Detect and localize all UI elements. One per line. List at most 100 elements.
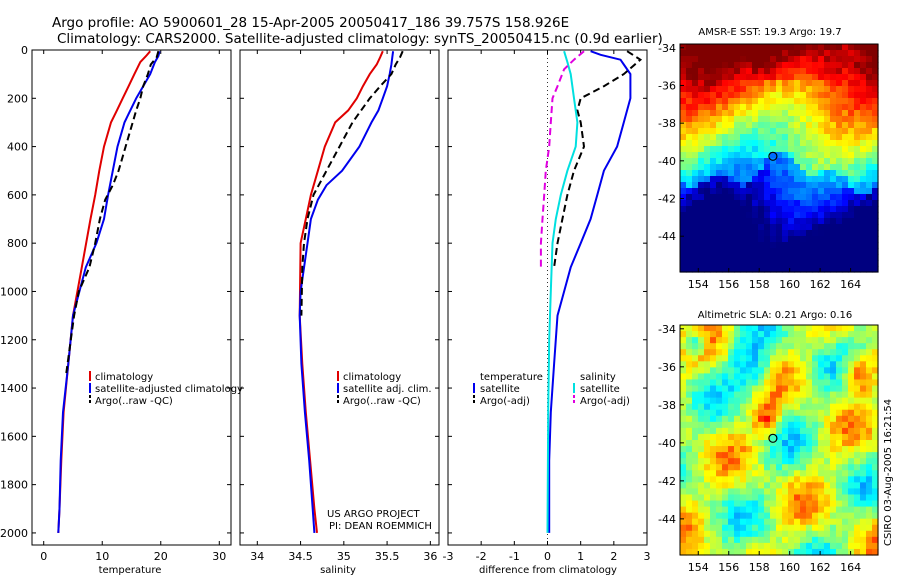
heatmap-cell <box>818 325 825 332</box>
heatmap-cell <box>830 74 837 81</box>
heatmap-cell <box>764 367 771 375</box>
heatmap-cell <box>788 385 795 393</box>
heatmap-cell <box>842 518 849 526</box>
heatmap-cell <box>800 379 807 387</box>
heatmap-cell <box>728 542 735 550</box>
heatmap-cell <box>680 200 687 207</box>
heatmap-cell <box>782 248 789 255</box>
heatmap-cell <box>692 433 699 441</box>
heatmap-cell <box>698 391 705 399</box>
heatmap-cell <box>872 500 879 508</box>
heatmap-cell <box>836 200 843 207</box>
heatmap-cell <box>764 230 771 237</box>
heatmap-cell <box>722 452 729 459</box>
heatmap-cell <box>740 355 747 362</box>
heatmap-cell <box>800 266 807 273</box>
heatmap-cell <box>866 337 873 344</box>
heatmap-cell <box>758 116 765 123</box>
heatmap-cell <box>830 86 837 93</box>
heatmap-cell <box>824 337 831 344</box>
heatmap-cell <box>728 110 735 117</box>
heatmap-cell <box>836 260 843 267</box>
heatmap-cell <box>704 440 711 447</box>
heatmap-cell <box>746 122 753 129</box>
heatmap-cell <box>848 500 855 508</box>
heatmap-cell <box>740 116 747 123</box>
heatmap-cell <box>812 254 819 261</box>
heatmap-cell <box>806 80 813 87</box>
heatmap-cell <box>842 50 849 57</box>
heatmap-cell <box>866 140 873 147</box>
heatmap-cell <box>860 373 867 381</box>
heatmap-cell <box>716 391 723 399</box>
heatmap-cell <box>860 433 867 441</box>
heatmap-cell <box>872 355 879 362</box>
heatmap-cell <box>698 355 705 362</box>
heatmap-cell <box>854 482 861 490</box>
heatmap-cell <box>794 194 801 201</box>
heatmap-cell <box>704 325 711 332</box>
heatmap-cell <box>746 458 753 465</box>
heatmap-cell <box>680 331 687 338</box>
heatmap-cell <box>788 122 795 129</box>
heatmap-cell <box>698 164 705 171</box>
heatmap-cell <box>866 152 873 159</box>
heatmap-cell <box>734 337 741 344</box>
heatmap-cell <box>740 218 747 225</box>
heatmap-cell <box>860 421 867 429</box>
heatmap-cell <box>758 188 765 195</box>
heatmap-cell <box>836 92 843 99</box>
heatmap-cell <box>746 68 753 75</box>
heatmap-cell <box>830 470 837 477</box>
heatmap-cell <box>800 98 807 105</box>
heatmap-cell <box>758 74 765 81</box>
heatmap-cell <box>800 331 807 338</box>
heatmap-cell <box>740 433 747 441</box>
heatmap-cell <box>782 482 789 490</box>
heatmap-cell <box>734 530 741 538</box>
heatmap-cell <box>704 512 711 520</box>
heatmap-cell <box>806 254 813 261</box>
heatmap-cell <box>860 56 867 63</box>
heatmap-cell <box>704 98 711 105</box>
heatmap-cell <box>782 206 789 213</box>
heatmap-cell <box>764 337 771 344</box>
heatmap-cell <box>812 476 819 483</box>
heatmap-cell <box>860 68 867 75</box>
heatmap-cell <box>692 80 699 87</box>
heatmap-cell <box>866 242 873 249</box>
heatmap-cell <box>794 248 801 255</box>
heatmap-cell <box>872 482 879 490</box>
heatmap-cell <box>734 458 741 465</box>
heatmap-cell <box>752 194 759 201</box>
heatmap-cell <box>842 110 849 117</box>
heatmap-cell <box>860 452 867 459</box>
heatmap-cell <box>788 415 795 423</box>
heatmap-cell <box>716 512 723 520</box>
heatmap-cell <box>830 452 837 459</box>
heatmap-cell <box>704 536 711 544</box>
heatmap-cell <box>686 337 693 344</box>
heatmap-cell <box>770 158 777 165</box>
heatmap-cell <box>794 349 801 356</box>
heatmap-cell <box>806 182 813 189</box>
heatmap-cell <box>692 446 699 453</box>
heatmap-cell <box>746 337 753 344</box>
heatmap-cell <box>680 433 687 441</box>
heatmap-cell <box>686 194 693 201</box>
temp-legend-label: Argo(..raw -QC) <box>95 396 173 407</box>
heatmap-cell <box>818 74 825 81</box>
heatmap-cell <box>842 182 849 189</box>
heatmap-cell <box>692 188 699 195</box>
heatmap-cell <box>872 452 879 459</box>
heatmap-cell <box>710 62 717 69</box>
heatmap-cell <box>704 44 711 51</box>
heatmap-cell <box>806 452 813 459</box>
heatmap-cell <box>854 385 861 393</box>
heatmap-cell <box>722 194 729 201</box>
heatmap-cell <box>824 248 831 255</box>
heatmap-cell <box>830 206 837 213</box>
heatmap-cell <box>776 80 783 87</box>
heatmap-cell <box>746 446 753 453</box>
heatmap-cell <box>812 427 819 435</box>
